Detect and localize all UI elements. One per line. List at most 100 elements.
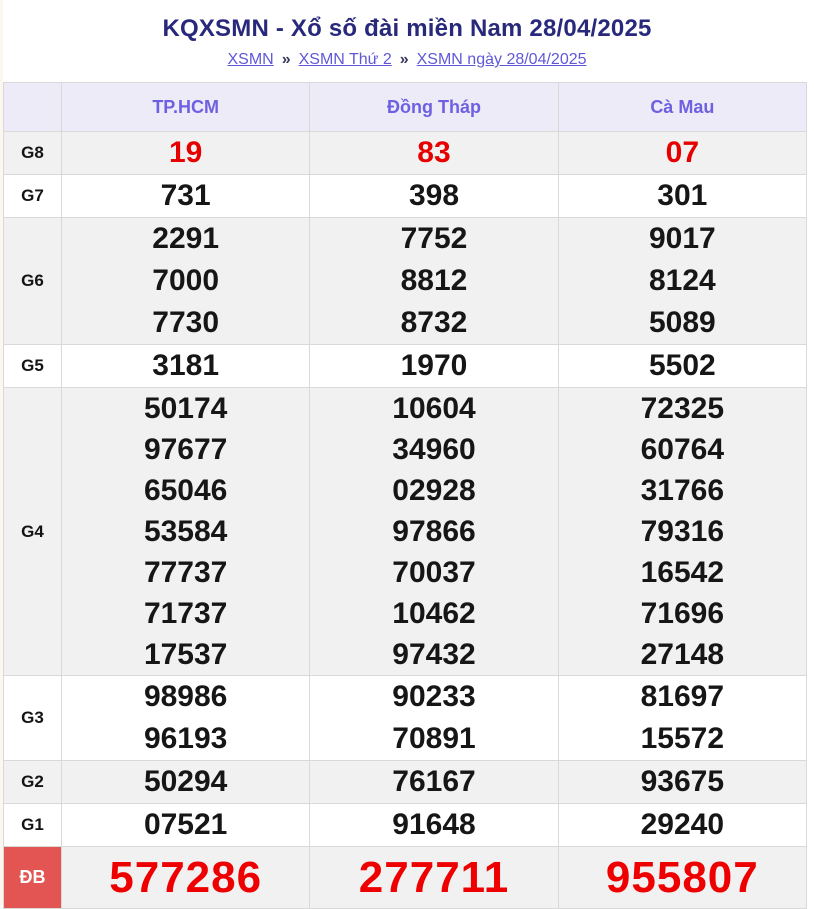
prize-number: 90233 xyxy=(392,680,476,713)
breadcrumb-separator-icon: » xyxy=(399,51,409,68)
prize-number: 97677 xyxy=(143,433,228,466)
prize-row-g7: G7 731 398 301 xyxy=(3,174,807,218)
result-cell-g1-col2: 29240 xyxy=(557,803,807,847)
prize-number: 16542 xyxy=(640,556,725,589)
result-cell-g6-col0: 2291 7000 7730 xyxy=(60,217,310,345)
prize-number: 8732 xyxy=(400,306,468,339)
breadcrumb-separator-icon: » xyxy=(281,51,291,68)
corner-cell xyxy=(3,82,62,132)
result-cell-g4-col1: 10604 34960 02928 97866 70037 10462 97432 xyxy=(309,387,559,676)
prize-number: 60764 xyxy=(640,433,725,466)
result-cell-g3-col2: 81697 15572 xyxy=(557,675,807,761)
prize-number: 955807 xyxy=(605,853,759,902)
prize-row-g1: G1 07521 91648 29240 xyxy=(3,803,807,847)
breadcrumb-link-xsmn-ngay[interactable]: XSMN ngày 28/04/2025 xyxy=(416,51,587,68)
prize-number: 15572 xyxy=(640,722,725,755)
prize-label-g1: G1 xyxy=(3,803,62,847)
prize-number: 34960 xyxy=(392,433,476,466)
prize-number: 277711 xyxy=(358,853,510,902)
prize-number: 17537 xyxy=(143,638,228,671)
prize-number: 97866 xyxy=(392,515,476,548)
prize-number: 301 xyxy=(657,179,708,212)
result-cell-g8-col2: 07 xyxy=(557,131,807,175)
column-header-dong-thap[interactable]: Đồng Tháp xyxy=(309,82,559,132)
prize-number: 50294 xyxy=(143,765,228,798)
result-cell-db-col0: 577286 xyxy=(60,846,310,909)
prize-number: 91648 xyxy=(392,808,476,841)
result-cell-g5-col0: 3181 xyxy=(60,344,310,388)
result-cell-g4-col0: 50174 97677 65046 53584 77737 71737 17537 xyxy=(60,387,310,676)
prize-number: 7730 xyxy=(152,306,220,339)
result-cell-g7-col0: 731 xyxy=(60,174,310,218)
prize-row-g3: G3 98986 96193 90233 70891 81697 15572 xyxy=(3,675,807,761)
result-cell-g5-col1: 1970 xyxy=(309,344,559,388)
prize-label-g2: G2 xyxy=(3,760,62,804)
page-title: KQXSMN - Xổ số đài miền Nam 28/04/2025 xyxy=(162,15,652,42)
prize-row-g6: G6 2291 7000 7730 7752 8812 8732 9017 8124 5089 xyxy=(3,217,807,345)
prize-number: 8812 xyxy=(400,264,468,297)
result-cell-g7-col2: 301 xyxy=(557,174,807,218)
breadcrumb-link-xsmn[interactable]: XSMN xyxy=(227,51,274,68)
prize-number: 19 xyxy=(168,136,203,169)
prize-number: 79316 xyxy=(640,515,725,548)
result-cell-g1-col1: 91648 xyxy=(309,803,559,847)
results-body: G8 19 83 07 G7 731 398 301 G6 2291 7000 7730 7752 881… xyxy=(3,131,807,909)
column-header-ca-mau[interactable]: Cà Mau xyxy=(557,82,807,132)
prize-number: 71696 xyxy=(640,597,725,630)
prize-row-g8: G8 19 83 07 xyxy=(3,131,807,175)
result-cell-g6-col2: 9017 8124 5089 xyxy=(557,217,807,345)
result-cell-g8-col0: 19 xyxy=(60,131,310,175)
prize-number: 29240 xyxy=(640,808,725,841)
breadcrumb-link-xsmn-thu-2[interactable]: XSMN Thứ 2 xyxy=(298,51,392,68)
prize-number: 53584 xyxy=(143,515,228,548)
prize-number: 731 xyxy=(160,179,211,212)
prize-number: 76167 xyxy=(392,765,476,798)
result-cell-g2-col0: 50294 xyxy=(60,760,310,804)
page-left-margin xyxy=(0,0,3,906)
result-cell-g2-col2: 93675 xyxy=(557,760,807,804)
result-cell-db-col1: 277711 xyxy=(309,846,559,909)
prize-number: 10604 xyxy=(392,392,476,425)
prize-number: 71737 xyxy=(143,597,228,630)
prize-number: 98986 xyxy=(143,680,228,713)
result-cell-g8-col1: 83 xyxy=(309,131,559,175)
prize-number: 77737 xyxy=(143,556,228,589)
prize-number: 93675 xyxy=(640,765,725,798)
prize-number: 10462 xyxy=(392,597,476,630)
result-cell-db-col2: 955807 xyxy=(557,846,807,909)
result-cell-g7-col1: 398 xyxy=(309,174,559,218)
prize-number: 07 xyxy=(665,136,700,169)
prize-number: 398 xyxy=(408,179,460,212)
result-cell-g6-col1: 7752 8812 8732 xyxy=(309,217,559,345)
prize-number: 81697 xyxy=(640,680,725,713)
result-cell-g2-col1: 76167 xyxy=(309,760,559,804)
prize-number: 50174 xyxy=(143,392,228,425)
prize-number: 9017 xyxy=(648,222,716,255)
prize-number: 02928 xyxy=(392,474,476,507)
breadcrumb: XSMN » XSMN Thứ 2 » XSMN ngày 28/04/2025 xyxy=(0,50,814,70)
prize-label-g4: G4 xyxy=(3,387,62,676)
prize-number: 5089 xyxy=(648,306,716,339)
prize-number: 5502 xyxy=(648,349,716,382)
prize-label-g6: G6 xyxy=(3,217,62,345)
column-header-tphcm[interactable]: TP.HCM xyxy=(60,82,310,132)
prize-number: 72325 xyxy=(640,392,725,425)
prize-number: 83 xyxy=(417,136,451,169)
prize-row-g2: G2 50294 76167 93675 xyxy=(3,760,807,804)
prize-number: 70037 xyxy=(392,556,476,589)
result-cell-g3-col0: 98986 96193 xyxy=(60,675,310,761)
prize-number: 96193 xyxy=(143,722,228,755)
lottery-results-table: TP.HCM Đồng Tháp Cà Mau G8 19 83 07 G7 731 398… xyxy=(3,82,807,909)
prize-row-g5: G5 3181 1970 5502 xyxy=(3,344,807,388)
prize-label-g5: G5 xyxy=(3,344,62,388)
prize-number: 2291 xyxy=(152,222,220,255)
prize-number: 577286 xyxy=(109,853,263,902)
prize-number: 8124 xyxy=(648,264,716,297)
result-cell-g4-col2: 72325 60764 31766 79316 16542 71696 27148 xyxy=(557,387,807,676)
prize-label-db: ĐB xyxy=(3,846,62,909)
prize-label-g7: G7 xyxy=(3,174,62,218)
prize-number: 65046 xyxy=(143,474,228,507)
prize-label-g8: G8 xyxy=(3,131,62,175)
column-header-row: TP.HCM Đồng Tháp Cà Mau xyxy=(3,82,807,132)
prize-label-g3: G3 xyxy=(3,675,62,761)
